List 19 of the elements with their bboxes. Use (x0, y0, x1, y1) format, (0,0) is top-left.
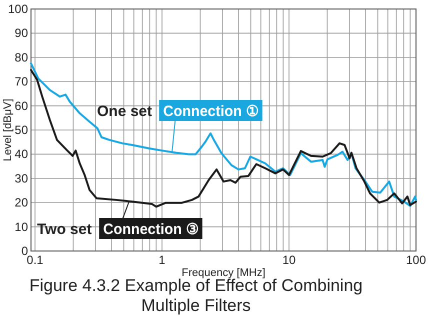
x-tick-label: 10 (282, 253, 296, 267)
y-tick-label: 100 (8, 2, 28, 16)
x-axis-title: Frequency [MHz] (182, 267, 266, 279)
annotation: Two set Connection ③ (37, 221, 203, 238)
y-axis-title: Level [dBμV] (2, 98, 14, 162)
y-tick-label: 10 (14, 220, 28, 234)
annotation: One set Connection ① (97, 103, 263, 120)
x-tick-label: 1 (158, 253, 166, 267)
y-tick-label: 70 (14, 74, 28, 89)
y-tick-label: 60 (14, 98, 28, 113)
y-tick-label: 20 (14, 196, 28, 210)
y-tick-label: 50 (14, 123, 28, 137)
x-tick-label: 0.1 (26, 253, 44, 267)
y-tick-label: 90 (14, 26, 28, 40)
x-tick-label: 100 (406, 253, 426, 267)
y-tick-label: 0 (21, 244, 28, 258)
y-tick-label: 80 (14, 50, 28, 64)
y-tick-label: 40 (14, 147, 28, 162)
y-tick-label: 30 (14, 171, 28, 186)
